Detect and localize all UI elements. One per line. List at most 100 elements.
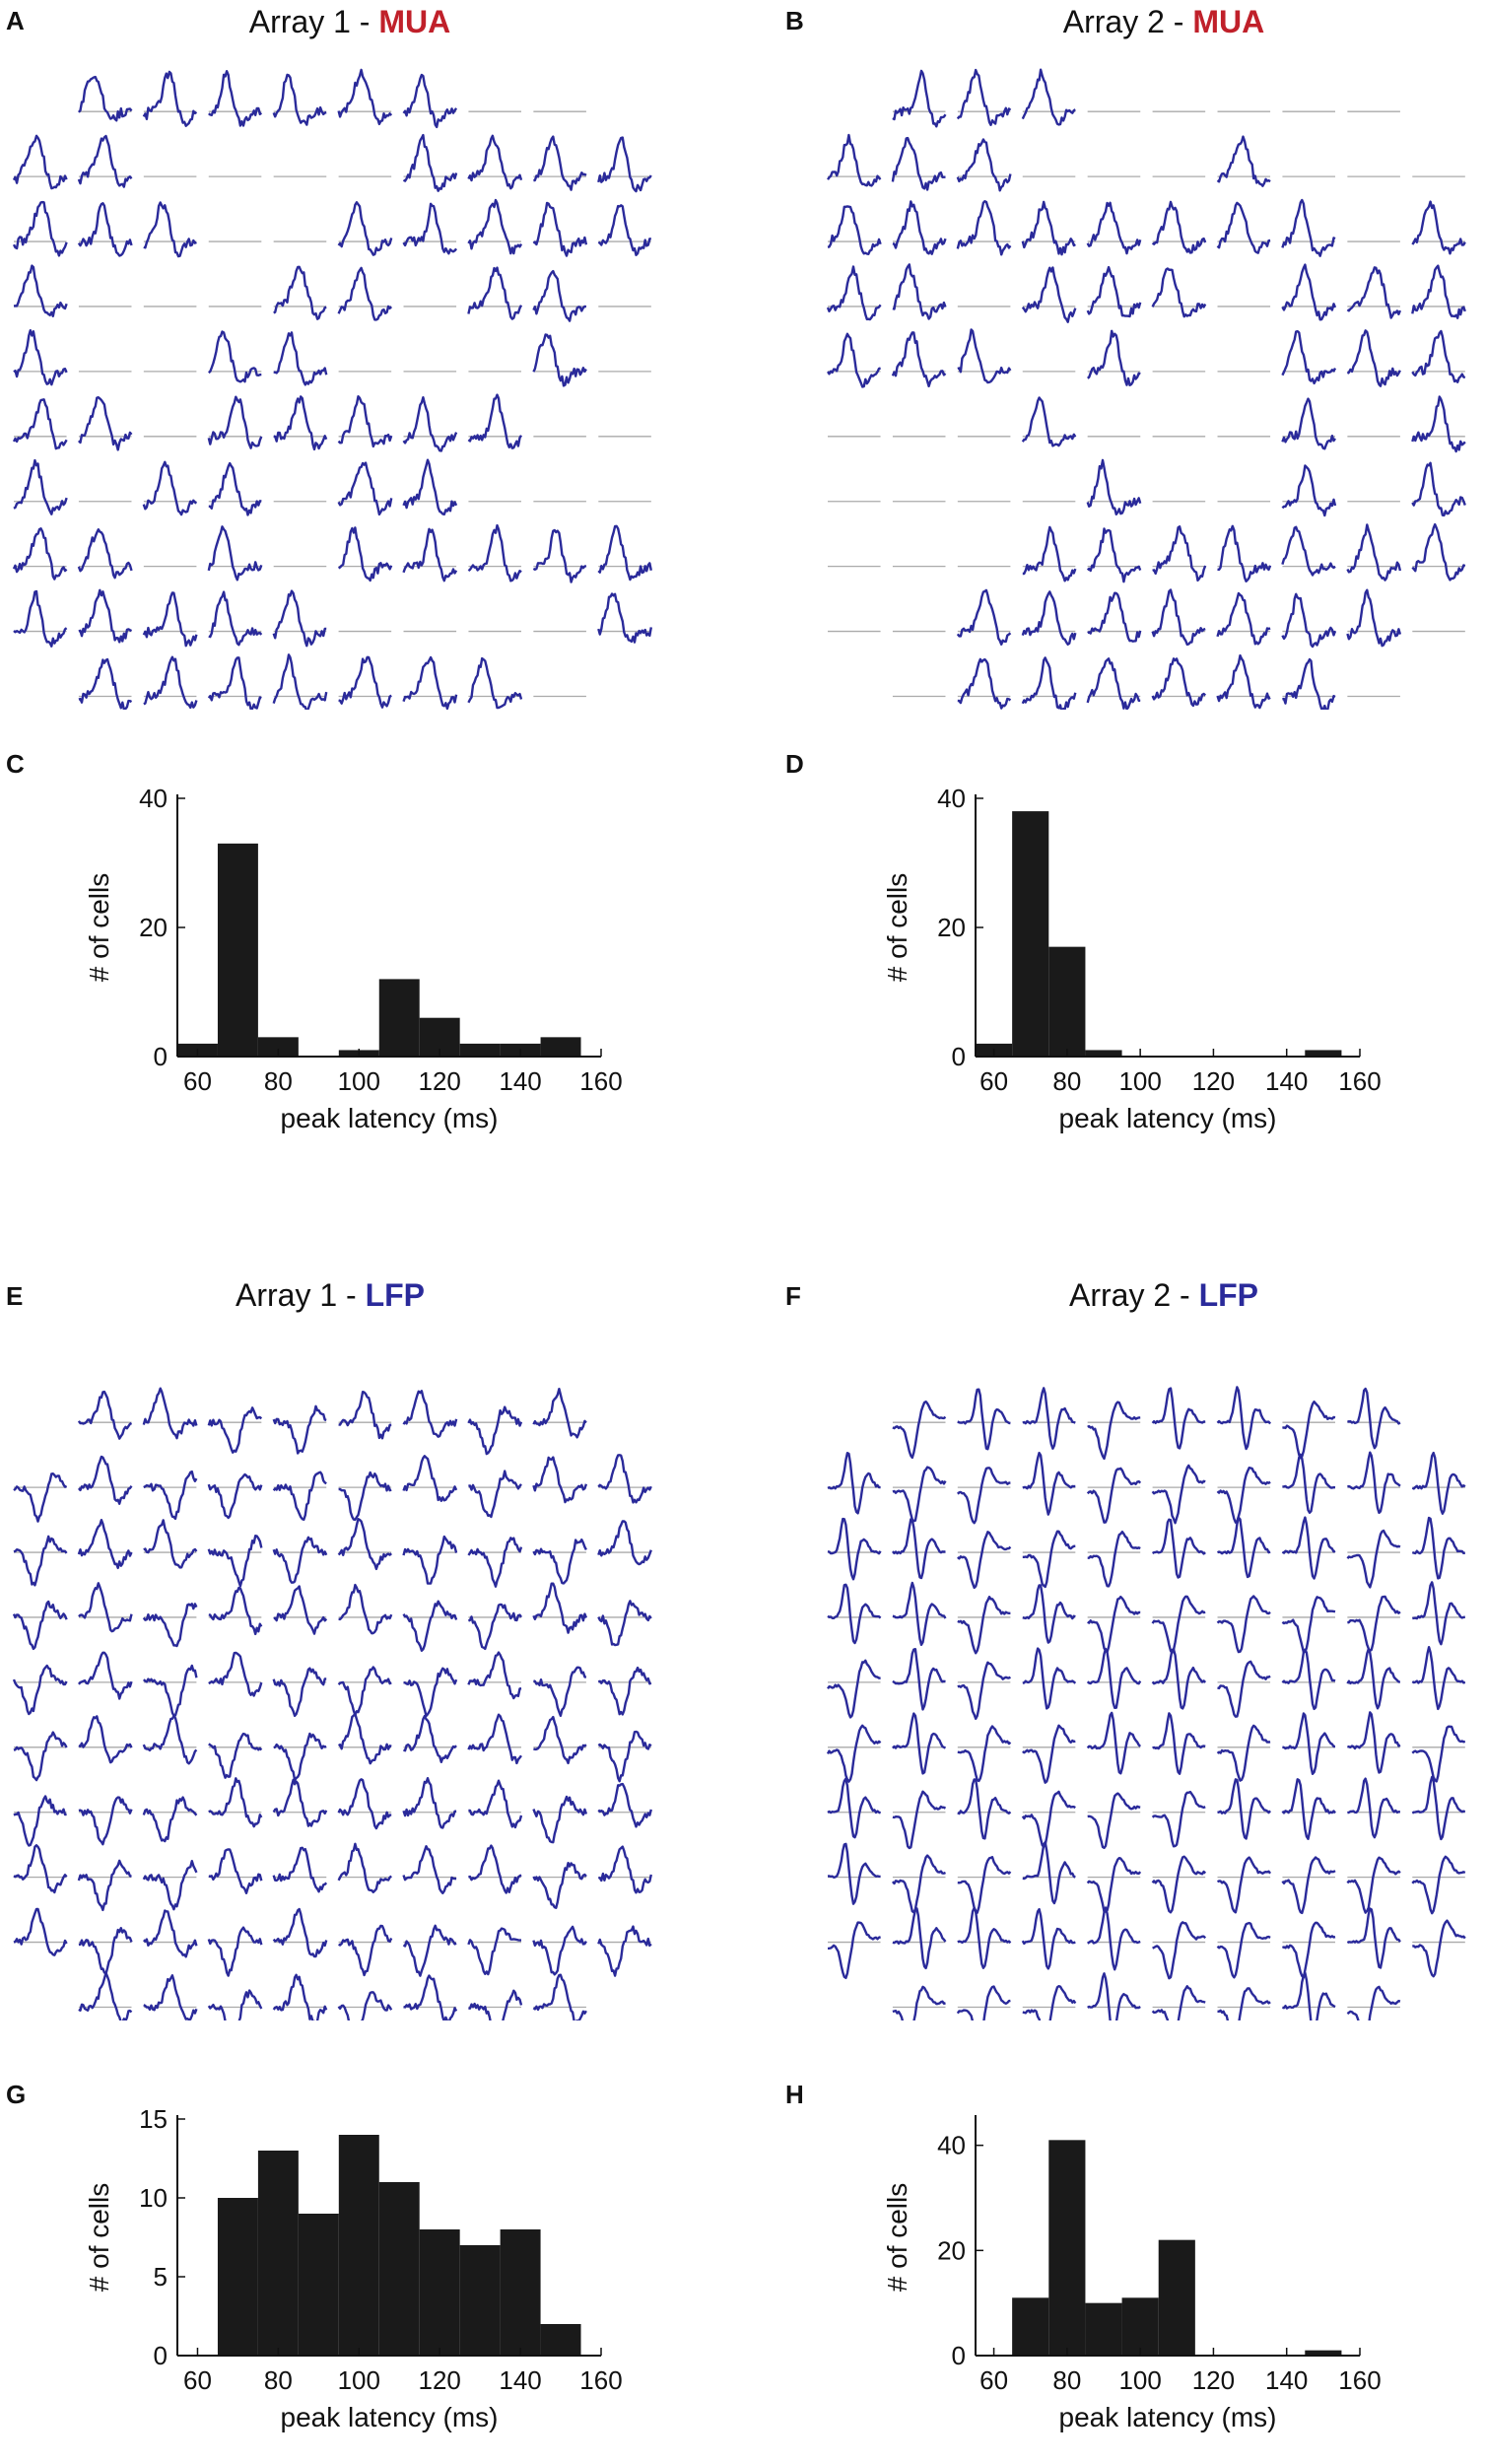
waveform-trace — [1022, 1530, 1076, 1589]
waveform-trace — [1282, 1971, 1336, 2020]
electrode-cell — [338, 1471, 392, 1522]
electrode-cell — [1022, 1841, 1076, 1905]
waveform-trace — [956, 138, 1012, 192]
electrode-cell — [1347, 1451, 1401, 1515]
waveform-trace — [1411, 1725, 1466, 1783]
waveform-trace — [1411, 1451, 1466, 1515]
waveform-trace — [1282, 657, 1336, 710]
electrode-cell — [1151, 1985, 1206, 2020]
waveform-trace — [956, 200, 1012, 256]
electrode-cell — [1216, 1595, 1271, 1654]
electrode-cell — [532, 201, 588, 257]
waveform-trace — [12, 134, 68, 190]
electrode-cell — [1022, 1451, 1076, 1516]
waveform-trace — [1151, 1985, 1206, 2020]
electrode-cell — [1281, 525, 1336, 577]
electrode-cell — [1411, 1725, 1466, 1783]
waveform-trace — [597, 524, 652, 582]
waveform-trace — [13, 1907, 68, 1956]
waveform-trace — [12, 1664, 68, 1716]
waveform-trace — [13, 1844, 68, 1894]
electrode-cell — [1411, 329, 1466, 383]
waveform-trace — [467, 1927, 521, 1976]
waveform-trace — [1412, 1919, 1466, 1978]
electrode-cell — [956, 200, 1012, 256]
waveform-trace — [1347, 1451, 1401, 1515]
histogram-bar — [217, 843, 258, 1057]
waveform-trace — [208, 70, 263, 127]
electrode-cell — [1087, 1596, 1141, 1654]
electrode-cell — [1281, 1516, 1336, 1580]
electrode-cell — [402, 527, 458, 582]
electrode-cell — [143, 1974, 198, 2020]
electrode-cell — [1086, 1647, 1142, 1709]
electrode-cell — [142, 1387, 198, 1440]
waveform-trace — [142, 1796, 198, 1843]
electrode-cell — [402, 396, 458, 452]
electrode-cell — [337, 1712, 392, 1765]
waveform-trace — [1411, 329, 1466, 383]
electrode-cell — [1281, 592, 1337, 649]
waveform-trace — [1411, 461, 1466, 517]
electrode-cell — [467, 1405, 523, 1456]
x-tick-label: 120 — [418, 1066, 460, 1096]
electrode-cell — [208, 330, 262, 383]
bars — [1012, 2140, 1342, 2356]
electrode-cell — [891, 136, 946, 191]
electrode-cell — [1346, 266, 1402, 319]
waveform-trace — [1022, 1451, 1076, 1516]
electrode-cell — [892, 1712, 947, 1775]
electrode-cell — [467, 134, 523, 190]
waveform-trace — [402, 1455, 458, 1502]
electrode-cell — [208, 1848, 263, 1894]
waveform-trace — [1086, 201, 1142, 255]
waveform-trace — [826, 1724, 882, 1783]
waveform-trace — [337, 1518, 392, 1571]
electrode-cell — [1281, 397, 1336, 450]
electrode-cell — [1411, 1646, 1466, 1711]
waveform-trace — [597, 1782, 652, 1828]
bars — [976, 811, 1342, 1057]
waveform-trace — [956, 588, 1012, 646]
waveform-trace — [892, 1400, 947, 1460]
waveform-trace — [272, 1667, 327, 1718]
electrode-cell — [142, 1664, 198, 1717]
electrode-cell — [1347, 1387, 1401, 1450]
electrode-cell — [1151, 1648, 1207, 1710]
waveform-trace — [1151, 267, 1207, 318]
electrode-cell — [1282, 1921, 1336, 1979]
electrode-cell — [957, 1467, 1011, 1525]
electrode-cell — [827, 1921, 881, 1979]
waveform-trace — [826, 265, 882, 321]
electrode-cell — [142, 70, 198, 127]
waveform-trace — [1281, 464, 1337, 517]
electrode-cell — [272, 1846, 328, 1893]
waveform-trace — [1347, 1595, 1401, 1653]
waveform-trace — [78, 1796, 133, 1846]
waveform-trace — [208, 1586, 263, 1636]
waveform-trace — [1346, 1907, 1401, 1969]
x-tick-label: 100 — [1118, 2365, 1161, 2395]
x-tick-label: 160 — [1338, 2365, 1381, 2395]
waveform-trace — [1021, 68, 1076, 126]
electrode-cell — [143, 655, 198, 710]
waveform-trace — [1087, 1531, 1141, 1588]
electrode-cell — [1412, 1581, 1466, 1646]
waveform-trace — [337, 1991, 393, 2020]
waveform-trace — [957, 1388, 1011, 1451]
histogram-bar — [1048, 2140, 1086, 2356]
waveform-trace — [13, 1535, 68, 1587]
electrode-cell — [1347, 1595, 1401, 1653]
panel-title-highlight-a: MUA — [378, 4, 451, 39]
electrode-cell — [402, 1924, 457, 1977]
electrode-cell — [1151, 1790, 1206, 1848]
x-axis-label: peak latency (ms) — [1059, 1103, 1277, 1133]
electrode-cell — [1411, 1775, 1466, 1841]
electrode-cell — [597, 1782, 652, 1828]
histogram-bar — [540, 1037, 581, 1057]
waveform-trace — [957, 1596, 1011, 1655]
waveform-trace — [892, 1985, 946, 2020]
waveform-trace — [1346, 1985, 1401, 2020]
electrode-cell — [207, 525, 263, 582]
electrode-cell — [1411, 522, 1466, 582]
